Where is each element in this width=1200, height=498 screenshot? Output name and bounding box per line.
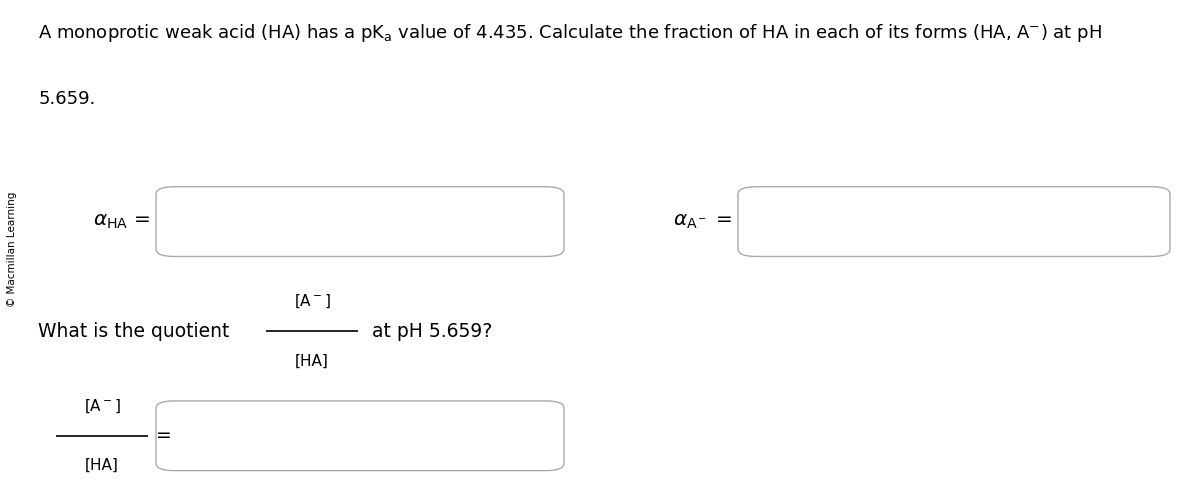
- Text: at pH 5.659?: at pH 5.659?: [372, 322, 492, 341]
- Text: © Macmillan Learning: © Macmillan Learning: [7, 191, 17, 307]
- Text: [HA]: [HA]: [295, 354, 329, 369]
- Text: [A$^-$]: [A$^-$]: [294, 293, 330, 310]
- Text: A monoprotic weak acid (HA) has a pK$_\mathrm{a}$ value of 4.435. Calculate the : A monoprotic weak acid (HA) has a pK$_\m…: [38, 22, 1102, 44]
- Text: $\alpha_{\mathrm{A}^-}$ =: $\alpha_{\mathrm{A}^-}$ =: [673, 212, 732, 231]
- FancyBboxPatch shape: [738, 187, 1170, 256]
- FancyBboxPatch shape: [156, 401, 564, 471]
- Text: $\alpha_\mathrm{HA}$ =: $\alpha_\mathrm{HA}$ =: [92, 212, 150, 231]
- Text: What is the quotient: What is the quotient: [38, 322, 229, 341]
- Text: =: =: [156, 426, 172, 445]
- Text: 5.659.: 5.659.: [38, 90, 96, 108]
- Text: [HA]: [HA]: [85, 458, 119, 473]
- FancyBboxPatch shape: [156, 187, 564, 256]
- Text: [A$^-$]: [A$^-$]: [84, 397, 120, 414]
